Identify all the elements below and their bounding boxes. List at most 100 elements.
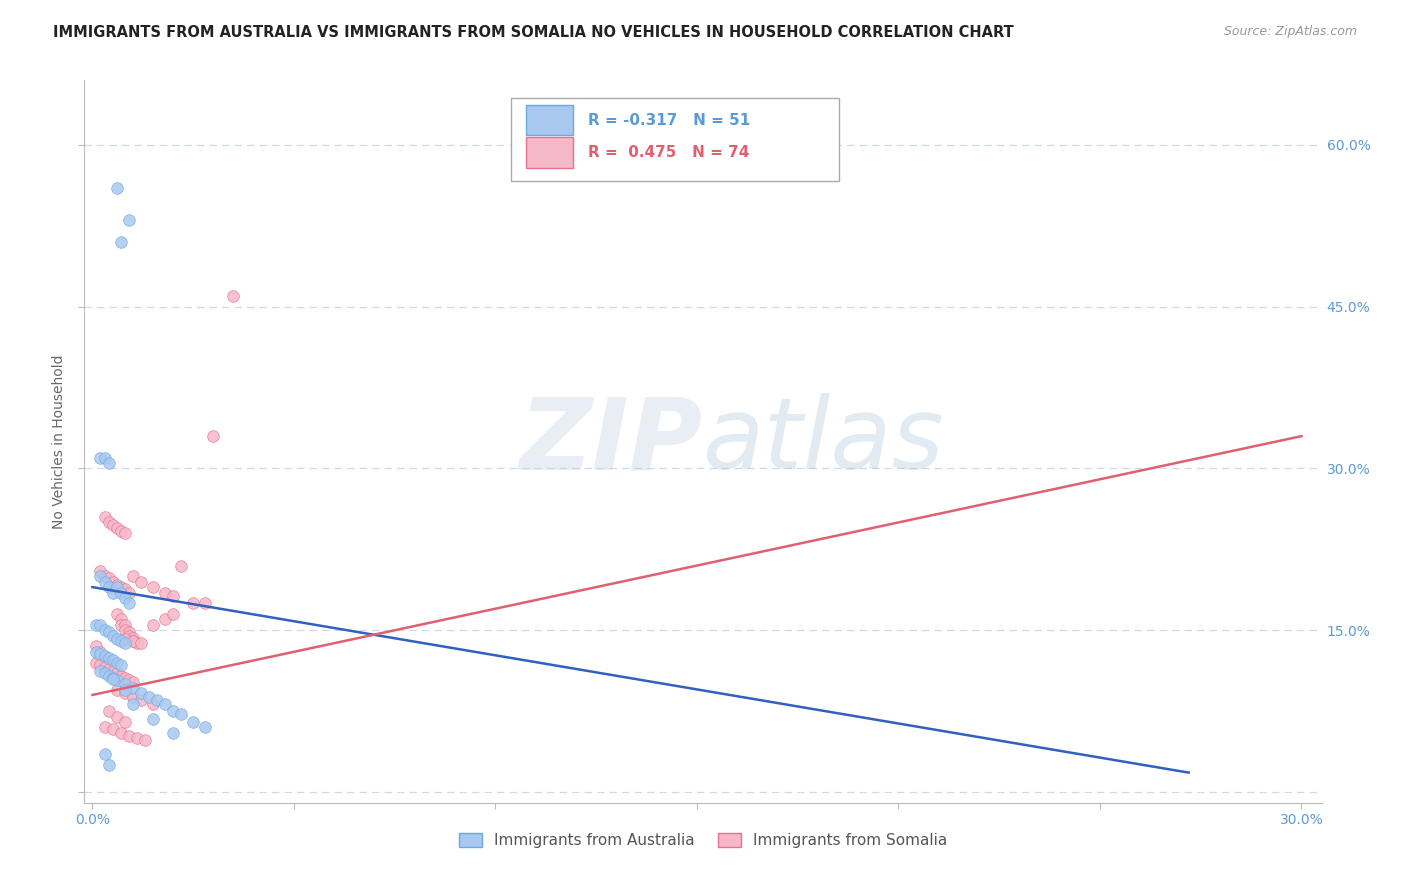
Point <box>121 690 143 705</box>
Point <box>97 662 120 676</box>
Point <box>89 647 111 661</box>
Point <box>114 671 136 685</box>
Point <box>181 714 204 729</box>
Point <box>129 574 152 589</box>
Point <box>101 629 124 643</box>
Point <box>101 585 124 599</box>
Point <box>93 720 115 734</box>
Point <box>142 697 165 711</box>
Point <box>114 624 136 638</box>
Point <box>121 675 143 690</box>
Point <box>110 585 132 599</box>
Y-axis label: No Vehicles in Household: No Vehicles in Household <box>52 354 66 529</box>
Point <box>97 661 120 675</box>
Point <box>89 618 111 632</box>
Text: ZIP: ZIP <box>520 393 703 490</box>
Point <box>181 596 204 610</box>
Point <box>118 213 141 227</box>
Point <box>93 660 115 674</box>
Point <box>97 516 120 530</box>
Point <box>105 578 128 592</box>
Point <box>114 582 136 597</box>
Point <box>118 625 141 640</box>
Point <box>101 517 124 532</box>
Point <box>93 650 115 665</box>
Point <box>121 634 143 648</box>
Legend: Immigrants from Australia, Immigrants from Somalia: Immigrants from Australia, Immigrants fr… <box>453 827 953 855</box>
Point <box>97 651 120 665</box>
Point <box>129 693 152 707</box>
Point <box>114 632 136 646</box>
Point <box>114 714 136 729</box>
Point <box>89 665 111 679</box>
Point <box>89 569 111 583</box>
Point <box>97 668 120 682</box>
Point <box>105 666 128 681</box>
Point <box>101 665 124 679</box>
Point <box>121 634 143 648</box>
Point <box>105 181 128 195</box>
Point <box>162 725 184 739</box>
Point <box>114 526 136 541</box>
Point <box>86 618 108 632</box>
Bar <box>526 137 574 168</box>
Point <box>110 580 132 594</box>
Point <box>162 589 184 603</box>
Point <box>129 636 152 650</box>
Point <box>101 574 124 589</box>
Point <box>93 649 115 664</box>
Point <box>110 524 132 538</box>
Point <box>105 521 128 535</box>
Point <box>110 657 132 672</box>
Point <box>194 720 217 734</box>
Point <box>138 690 160 705</box>
Point <box>110 668 132 682</box>
Point <box>125 636 148 650</box>
Point <box>105 682 128 697</box>
Point <box>121 681 143 696</box>
Point <box>114 636 136 650</box>
Point <box>105 632 128 646</box>
Point <box>142 580 165 594</box>
Point <box>114 618 136 632</box>
Bar <box>526 105 574 136</box>
Point <box>170 558 193 573</box>
Point <box>101 723 124 737</box>
Point <box>170 707 193 722</box>
Point <box>97 704 120 718</box>
Text: atlas: atlas <box>703 393 945 490</box>
Point <box>93 666 115 681</box>
Point <box>118 673 141 687</box>
Point <box>101 671 124 685</box>
Point <box>121 631 143 645</box>
Point <box>101 661 124 675</box>
Point <box>121 569 143 583</box>
Point <box>105 709 128 723</box>
Point <box>114 686 136 700</box>
Point <box>134 733 156 747</box>
Point <box>118 596 141 610</box>
Point <box>105 580 128 594</box>
Point <box>97 625 120 640</box>
Point <box>202 429 225 443</box>
Point <box>114 682 136 697</box>
Text: IMMIGRANTS FROM AUSTRALIA VS IMMIGRANTS FROM SOMALIA NO VEHICLES IN HOUSEHOLD CO: IMMIGRANTS FROM AUSTRALIA VS IMMIGRANTS … <box>53 25 1014 40</box>
Point <box>89 650 111 665</box>
Text: R =  0.475   N = 74: R = 0.475 N = 74 <box>588 145 749 160</box>
Point <box>129 686 152 700</box>
Point <box>142 618 165 632</box>
Point <box>105 656 128 670</box>
Point <box>162 607 184 621</box>
Point <box>110 618 132 632</box>
Point <box>86 640 108 654</box>
Point <box>93 747 115 762</box>
Point <box>93 624 115 638</box>
Point <box>93 656 115 670</box>
Point <box>101 653 124 667</box>
Point <box>105 666 128 681</box>
Point <box>153 585 176 599</box>
Point <box>194 596 217 610</box>
Point <box>118 629 141 643</box>
Point <box>101 666 124 681</box>
FancyBboxPatch shape <box>512 98 839 181</box>
